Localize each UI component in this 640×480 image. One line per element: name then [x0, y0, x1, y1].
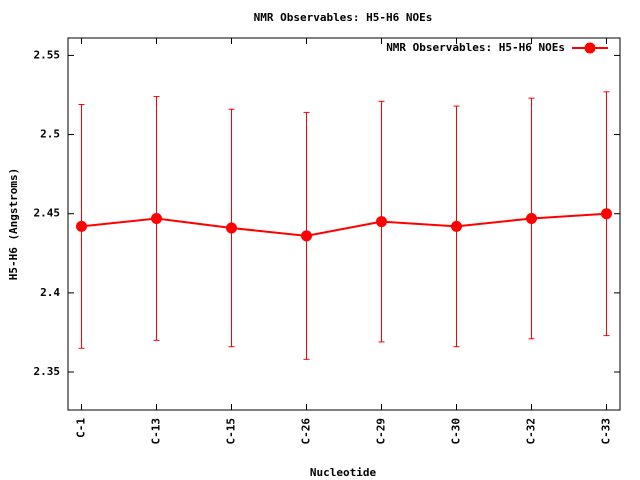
point	[76, 220, 87, 232]
legend-label: NMR Observables: H5-H6 NOEs	[386, 41, 565, 54]
x-tick-label: C-32	[525, 418, 538, 445]
x-tick-label: C-15	[225, 418, 238, 445]
y-tick-label: 2.35	[34, 365, 61, 378]
x-tick-label: C-26	[300, 418, 313, 445]
y-tick-label: 2.4	[40, 286, 60, 299]
point	[526, 212, 537, 224]
x-axis-label: Nucleotide	[310, 466, 377, 479]
x-tick-label: C-33	[600, 418, 613, 445]
y-tick-label: 2.5	[40, 128, 60, 141]
line	[81, 212, 607, 237]
x-tick-label: C-13	[150, 418, 163, 445]
point	[226, 222, 237, 234]
chart-title: NMR Observables: H5-H6 NOEs	[254, 11, 433, 24]
plot-frame	[67, 37, 621, 411]
point	[301, 230, 312, 242]
point	[451, 220, 462, 232]
y-axis-label: H5-H6 (Angstroms)	[7, 168, 20, 281]
x-tick-label: C-1	[75, 418, 88, 438]
y-tick-label: 2.45	[34, 207, 61, 220]
x-tick-label: C-29	[375, 418, 388, 445]
x-tick-label: C-30	[450, 418, 463, 445]
point	[151, 212, 162, 224]
point	[376, 216, 387, 228]
legend-swatch	[584, 42, 596, 54]
y-tick-label: 2.55	[34, 48, 61, 61]
point	[601, 208, 612, 220]
